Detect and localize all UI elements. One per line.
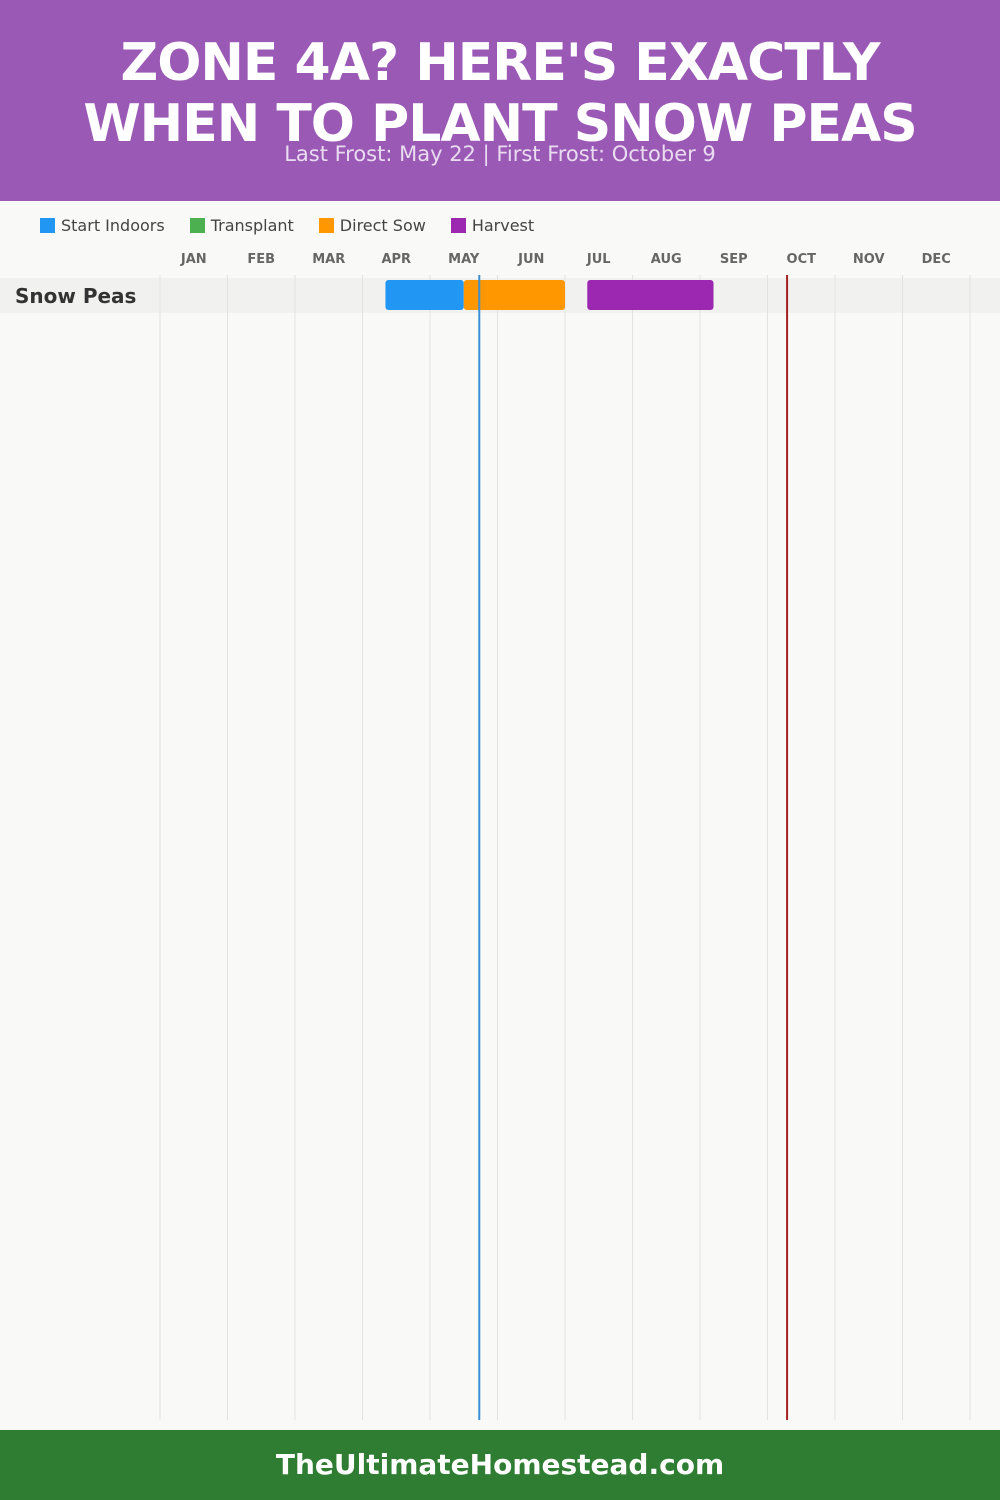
bar-direct-sow [463,280,565,310]
month-label-jan: JAN [180,252,207,267]
header-banner: ZONE 4A? HERE'S EXACTLY WHEN TO PLANT SN… [0,0,1000,201]
title-line-1: ZONE 4A? HERE'S EXACTLY [120,33,880,93]
month-label-dec: DEC [922,252,951,267]
bar-start-indoors [385,280,464,310]
month-label-aug: AUG [651,252,682,267]
month-label-oct: OCT [787,252,817,267]
month-label-may: MAY [448,252,480,267]
month-label-jul: JUL [586,252,611,267]
legend-item-direct-sow: Direct Sow [318,215,426,235]
month-label-feb: FEB [247,252,275,267]
bar-harvest [587,280,714,310]
month-label-sep: SEP [720,252,748,267]
month-label-mar: MAR [312,252,345,267]
month-label-nov: NOV [853,252,885,267]
legend-label-start-indoors: Start Indoors [61,215,165,235]
legend-swatch-transplant [189,217,205,233]
legend-swatch-start-indoors [40,217,55,233]
legend-swatch-direct-sow [318,217,334,233]
legend-item-transplant: Transplant [189,215,294,235]
legend-swatch-harvest [450,217,466,233]
title-line-2: WHEN TO PLANT SNOW PEAS [83,94,917,154]
legend-item-harvest: Harvest [450,215,535,235]
frost-dates-subtitle: Last Frost: May 22 | First Frost: Octobe… [284,142,716,166]
legend-label-transplant: Transplant [210,215,294,235]
footer-banner: TheUltimateHomestead.com [0,1430,1000,1500]
planting-calendar-chart: JAN FEB MAR APR MAY JUN JUL AUG SEP OCT NOV DEC Snow… [0,252,1000,1420]
footer-site-name: TheUltimateHomestead.com [275,1448,725,1481]
legend-label-harvest: Harvest [471,215,535,235]
legend-label-direct-sow: Direct Sow [339,215,426,235]
month-label-jun: JUN [517,252,544,267]
legend: Start Indoors Transplant Direct Sow Harv… [40,214,559,236]
month-label-apr: APR [381,252,411,267]
legend-item-start-indoors: Start Indoors [40,216,165,235]
row-label: Snow Peas [15,284,136,308]
